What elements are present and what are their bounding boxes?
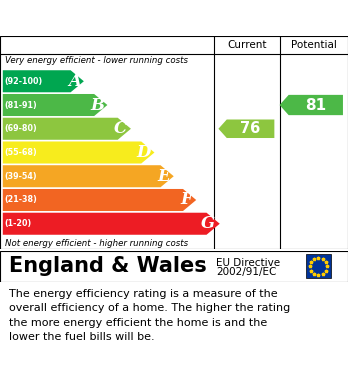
Text: Energy Efficiency Rating: Energy Efficiency Rating: [9, 11, 249, 30]
Text: Potential: Potential: [291, 40, 337, 50]
Text: EU Directive: EU Directive: [216, 258, 280, 267]
Polygon shape: [3, 118, 131, 140]
Polygon shape: [3, 70, 84, 92]
Text: The energy efficiency rating is a measure of the
overall efficiency of a home. T: The energy efficiency rating is a measur…: [9, 289, 290, 342]
Bar: [306, 254, 331, 278]
Polygon shape: [3, 165, 174, 187]
Polygon shape: [3, 94, 108, 116]
Text: 2002/91/EC: 2002/91/EC: [216, 267, 276, 277]
Text: Not energy efficient - higher running costs: Not energy efficient - higher running co…: [5, 239, 188, 248]
Text: A: A: [68, 73, 81, 90]
Text: (55-68): (55-68): [5, 148, 38, 157]
Text: G: G: [201, 215, 215, 232]
Text: England & Wales: England & Wales: [9, 256, 206, 276]
Text: (92-100): (92-100): [5, 77, 43, 86]
Text: E: E: [157, 168, 169, 185]
Text: (69-80): (69-80): [5, 124, 38, 133]
Polygon shape: [3, 189, 196, 211]
Polygon shape: [3, 213, 220, 235]
Text: D: D: [136, 144, 150, 161]
Text: 81: 81: [305, 97, 326, 113]
Text: Current: Current: [227, 40, 267, 50]
Text: (21-38): (21-38): [5, 196, 38, 204]
Text: Very energy efficient - lower running costs: Very energy efficient - lower running co…: [5, 56, 188, 65]
Polygon shape: [279, 95, 343, 115]
Text: (39-54): (39-54): [5, 172, 38, 181]
Polygon shape: [219, 120, 274, 138]
Text: C: C: [113, 120, 127, 137]
Polygon shape: [3, 142, 155, 163]
Text: B: B: [90, 97, 105, 113]
Text: (81-91): (81-91): [5, 100, 38, 109]
Text: 76: 76: [240, 121, 260, 136]
Text: F: F: [180, 192, 192, 208]
Text: (1-20): (1-20): [5, 219, 32, 228]
